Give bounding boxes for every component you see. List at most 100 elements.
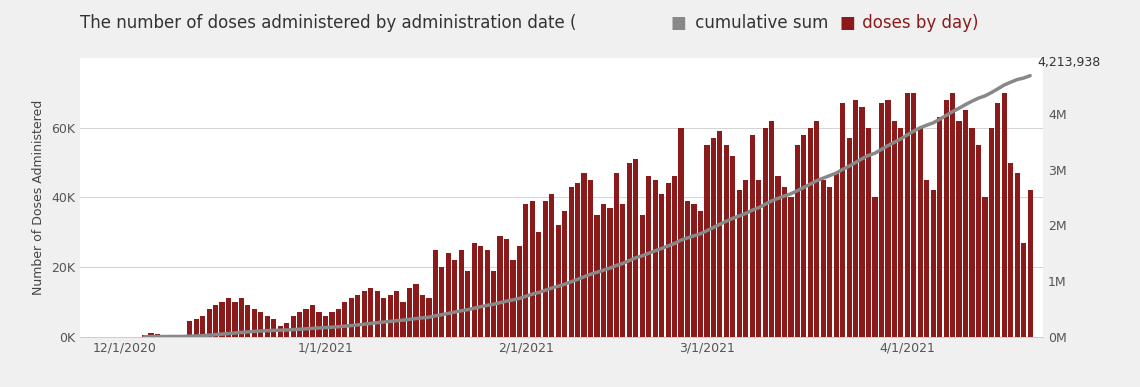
Bar bbox=[323, 316, 328, 337]
Bar bbox=[1008, 163, 1013, 337]
Bar bbox=[594, 215, 600, 337]
Text: cumulative sum: cumulative sum bbox=[690, 14, 839, 32]
Bar bbox=[763, 128, 767, 337]
Bar bbox=[731, 156, 735, 337]
Bar bbox=[174, 336, 179, 337]
Bar bbox=[543, 201, 548, 337]
Bar bbox=[491, 271, 496, 337]
Bar bbox=[400, 302, 406, 337]
Bar bbox=[775, 176, 781, 337]
Bar bbox=[808, 128, 813, 337]
Bar bbox=[278, 326, 283, 337]
Bar bbox=[303, 309, 309, 337]
Bar bbox=[394, 291, 399, 337]
Bar bbox=[200, 316, 205, 337]
Bar bbox=[743, 180, 748, 337]
Bar bbox=[840, 103, 845, 337]
Bar bbox=[291, 316, 295, 337]
Bar bbox=[252, 309, 256, 337]
Bar bbox=[782, 187, 787, 337]
Bar bbox=[789, 197, 793, 337]
Text: ■: ■ bbox=[839, 14, 855, 32]
Bar bbox=[219, 302, 225, 337]
Bar bbox=[516, 246, 522, 337]
Bar bbox=[950, 93, 955, 337]
Bar bbox=[853, 100, 858, 337]
Bar bbox=[194, 319, 198, 337]
Bar bbox=[905, 93, 910, 337]
Bar bbox=[705, 145, 709, 337]
Bar bbox=[536, 232, 542, 337]
Bar bbox=[872, 197, 878, 337]
Bar bbox=[898, 128, 904, 337]
Bar bbox=[356, 295, 360, 337]
Bar bbox=[627, 163, 632, 337]
Bar bbox=[446, 253, 451, 337]
Bar bbox=[976, 145, 982, 337]
Bar bbox=[465, 271, 471, 337]
Bar bbox=[969, 128, 975, 337]
Bar bbox=[1021, 243, 1026, 337]
Bar bbox=[770, 121, 774, 337]
Bar bbox=[963, 110, 968, 337]
Bar bbox=[375, 291, 380, 337]
Bar bbox=[937, 117, 943, 337]
Bar bbox=[814, 121, 820, 337]
Bar bbox=[847, 138, 852, 337]
Bar bbox=[944, 100, 948, 337]
Bar bbox=[801, 135, 806, 337]
Bar bbox=[891, 121, 897, 337]
Bar bbox=[453, 260, 457, 337]
Bar bbox=[678, 128, 684, 337]
Bar bbox=[381, 298, 386, 337]
Bar bbox=[956, 121, 962, 337]
Bar bbox=[264, 316, 270, 337]
Bar bbox=[317, 312, 321, 337]
Bar bbox=[652, 180, 658, 337]
Bar bbox=[828, 187, 832, 337]
Bar bbox=[562, 211, 568, 337]
Bar bbox=[420, 295, 425, 337]
Bar bbox=[711, 138, 716, 337]
Bar bbox=[155, 334, 160, 337]
Bar bbox=[879, 103, 884, 337]
Bar bbox=[342, 302, 348, 337]
Bar bbox=[925, 180, 929, 337]
Bar bbox=[659, 194, 665, 337]
Bar bbox=[407, 288, 412, 337]
Bar bbox=[439, 267, 445, 337]
Bar bbox=[187, 321, 193, 337]
Bar bbox=[484, 250, 490, 337]
Bar bbox=[148, 332, 154, 337]
Bar bbox=[168, 335, 173, 337]
Bar bbox=[860, 107, 864, 337]
Bar bbox=[756, 180, 762, 337]
Bar bbox=[206, 309, 212, 337]
Bar bbox=[298, 312, 302, 337]
Text: 4,213,938: 4,213,938 bbox=[1037, 56, 1100, 69]
Bar bbox=[388, 295, 392, 337]
Text: The number of doses administered by administration date (: The number of doses administered by admi… bbox=[80, 14, 581, 32]
Bar bbox=[581, 173, 587, 337]
Bar bbox=[620, 204, 626, 337]
Bar bbox=[511, 260, 515, 337]
Bar bbox=[433, 250, 438, 337]
Bar bbox=[601, 204, 606, 337]
Bar bbox=[983, 197, 987, 337]
Bar bbox=[414, 284, 418, 337]
Bar bbox=[349, 298, 353, 337]
Bar bbox=[213, 305, 218, 337]
Bar bbox=[724, 145, 728, 337]
Bar bbox=[233, 302, 237, 337]
Bar bbox=[569, 187, 573, 337]
Bar bbox=[497, 236, 503, 337]
Bar bbox=[608, 208, 612, 337]
Bar bbox=[750, 135, 755, 337]
Bar bbox=[886, 100, 890, 337]
Bar bbox=[368, 288, 373, 337]
Bar bbox=[640, 215, 645, 337]
Bar bbox=[575, 183, 580, 337]
Bar bbox=[717, 131, 723, 337]
Bar bbox=[271, 319, 276, 337]
Bar bbox=[523, 204, 529, 337]
